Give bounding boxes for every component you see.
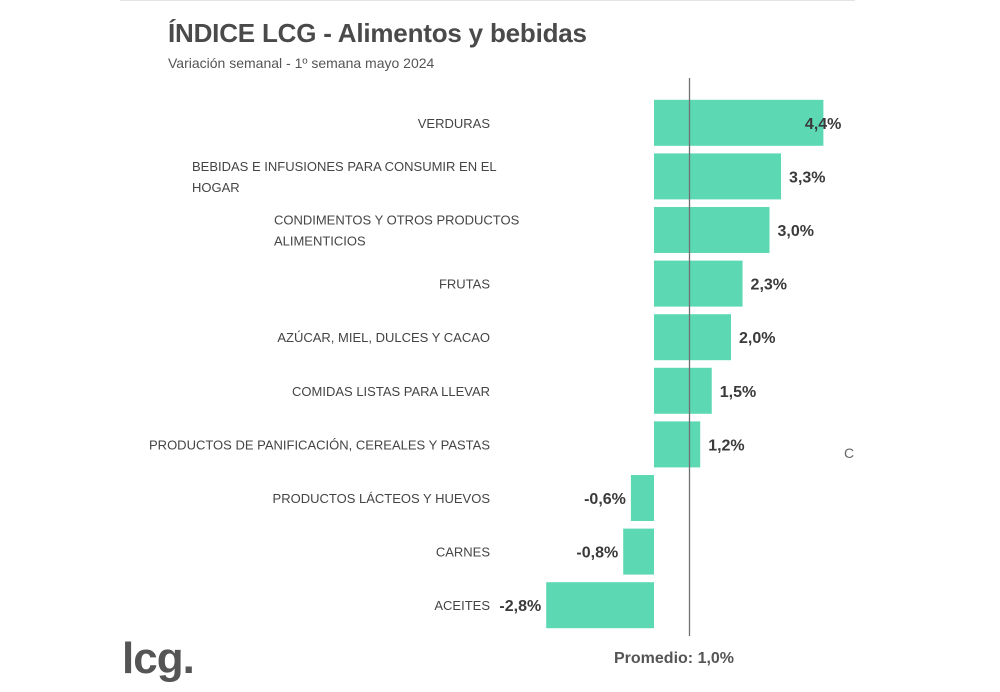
stray-glyph: C: [844, 445, 855, 461]
category-label-1: BEBIDAS E INFUSIONES PARA CONSUMIR EN EL…: [192, 159, 497, 195]
category-label-7: PRODUCTOS LÁCTEOS Y HUEVOS: [273, 491, 491, 506]
bar-2: [654, 207, 770, 253]
category-label-line: BEBIDAS E INFUSIONES PARA CONSUMIR EN EL: [192, 159, 497, 174]
category-label-line: HOGAR: [192, 180, 240, 195]
category-label-line: CONDIMENTOS Y OTROS PRODUCTOS: [274, 213, 520, 228]
bar-4: [654, 314, 731, 361]
top-rule: [120, 0, 855, 1]
chart-subtitle: Variación semanal - 1º semana mayo 2024: [168, 55, 435, 71]
average-label: Promedio: 1,0%: [614, 650, 735, 667]
labels-layer: VERDURAS 4,4% BEBIDAS E INFUSIONES PARA CO…: [149, 116, 841, 615]
chart-title: ÍNDICE LCG - Alimentos y bebidas: [168, 18, 587, 48]
bar-5: [654, 367, 712, 414]
value-label-8: -0,8%: [576, 545, 618, 562]
category-label-0: VERDURAS: [418, 116, 491, 131]
category-label-8: CARNES: [436, 545, 491, 560]
value-label-9: -2,8%: [499, 598, 541, 615]
value-label-6: 1,2%: [708, 437, 744, 454]
bar-0: [654, 99, 824, 146]
value-label-4: 2,0%: [739, 330, 775, 347]
bar-7: [630, 475, 654, 521]
category-label-4: AZÚCAR, MIEL, DULCES Y CACAO: [277, 330, 490, 345]
bar-9: [546, 582, 654, 629]
category-label-2: CONDIMENTOS Y OTROS PRODUCTOS ALIMENTICIO…: [274, 213, 520, 249]
value-label-5: 1,5%: [720, 384, 756, 401]
value-label-3: 2,3%: [751, 277, 787, 294]
value-label-0: 4,4%: [805, 116, 841, 133]
category-label-line: ALIMENTICIOS: [274, 234, 366, 249]
category-label-9: ACEITES: [434, 598, 490, 613]
bars-layer: [546, 99, 824, 629]
bar-8: [623, 528, 654, 575]
category-label-5: COMIDAS LISTAS PARA LLEVAR: [292, 384, 490, 399]
value-label-1: 3,3%: [789, 169, 825, 186]
lcg-logo: lcg.: [122, 634, 195, 683]
bar-1: [654, 153, 782, 200]
value-label-2: 3,0%: [778, 223, 814, 240]
category-label-3: FRUTAS: [439, 277, 490, 292]
category-label-6: PRODUCTOS DE PANIFICACIÓN, CEREALES Y PA…: [149, 437, 490, 452]
bar-6: [654, 421, 701, 468]
bar-3: [654, 260, 743, 307]
value-label-7: -0,6%: [584, 491, 626, 508]
